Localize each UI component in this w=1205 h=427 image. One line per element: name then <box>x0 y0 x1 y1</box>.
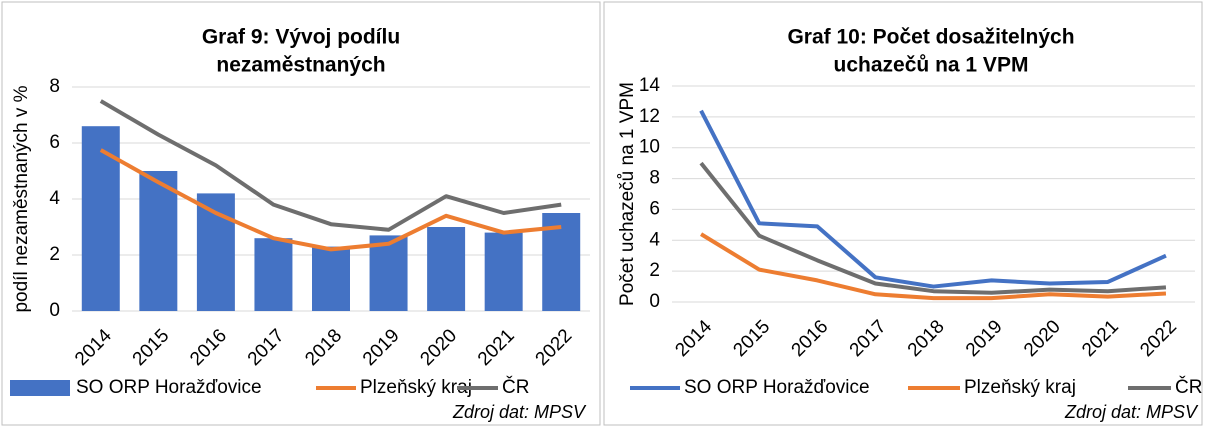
x-tick-label: 2017 <box>846 316 891 361</box>
y-axis-label: Počet uchazečů na 1 VPM <box>617 82 638 306</box>
x-tick-label: 2018 <box>904 316 949 361</box>
x-tick-label: 2015 <box>730 316 775 361</box>
y-tick-label: 0 <box>649 291 660 312</box>
x-tick-label: 2019 <box>962 316 1007 361</box>
x-tick-label: 2017 <box>244 325 289 370</box>
legend-label: ČR <box>502 376 529 398</box>
x-tick-label: 2016 <box>186 325 231 370</box>
source-note: Zdroj dat: MPSV <box>452 402 587 422</box>
y-tick-label: 2 <box>649 260 660 281</box>
bar <box>254 238 293 311</box>
y-tick-label: 4 <box>49 188 60 209</box>
line <box>99 148 562 252</box>
legend-label: SO ORP Horažďovice <box>684 377 870 398</box>
y-tick-label: 6 <box>49 132 60 153</box>
legend-label: Plzeňský kraj <box>964 377 1076 398</box>
y-tick-label: 2 <box>49 244 60 265</box>
x-tick-label: 2020 <box>416 325 461 370</box>
chart-title: Graf 10: Počet dosažitelných <box>787 26 1074 49</box>
chart-title: Graf 9: Vývoj podílu <box>202 26 400 49</box>
y-tick-label: 0 <box>49 300 60 321</box>
legend-label: SO ORP Horažďovice <box>76 377 262 398</box>
x-tick-label: 2014 <box>71 325 116 370</box>
bar <box>139 171 178 311</box>
y-tick-label: 6 <box>649 198 660 219</box>
legend-label: Plzeňský kraj <box>360 377 472 398</box>
x-tick-label: 2016 <box>788 316 833 361</box>
x-tick-label: 2018 <box>301 325 346 370</box>
line <box>699 161 1167 295</box>
x-tick-label: 2020 <box>1020 316 1065 361</box>
line <box>700 232 1167 301</box>
bar <box>369 235 408 311</box>
legend-label: ČR <box>1175 376 1202 398</box>
y-tick-label: 14 <box>639 75 661 96</box>
y-tick-label: 8 <box>649 168 660 189</box>
y-tick-label: 8 <box>49 76 60 97</box>
panel-border <box>1 1 601 426</box>
x-tick-label: 2019 <box>359 325 404 370</box>
chart-title: uchazečů na 1 VPM <box>834 54 1029 77</box>
line <box>699 109 1167 289</box>
y-tick-label: 10 <box>639 137 660 158</box>
x-tick-label: 2022 <box>1136 316 1181 361</box>
x-tick-label: 2022 <box>532 325 577 370</box>
x-tick-label: 2014 <box>671 316 716 361</box>
bar <box>312 246 350 311</box>
y-tick-label: 12 <box>639 106 660 127</box>
x-tick-label: 2021 <box>474 325 519 370</box>
x-tick-label: 2021 <box>1078 316 1123 361</box>
x-tick-label: 2015 <box>129 325 174 370</box>
bar <box>484 232 523 311</box>
panel-border <box>603 1 1203 426</box>
y-axis-label: podíl nezaměstnaných v % <box>11 85 32 312</box>
bar <box>427 227 466 311</box>
y-tick-label: 4 <box>649 229 660 250</box>
source-note: Zdroj dat: MPSV <box>1064 402 1199 422</box>
legend-swatch <box>10 380 70 396</box>
chart-title: nezaměstnaných <box>216 54 385 77</box>
bar <box>81 126 120 311</box>
line <box>99 99 562 232</box>
